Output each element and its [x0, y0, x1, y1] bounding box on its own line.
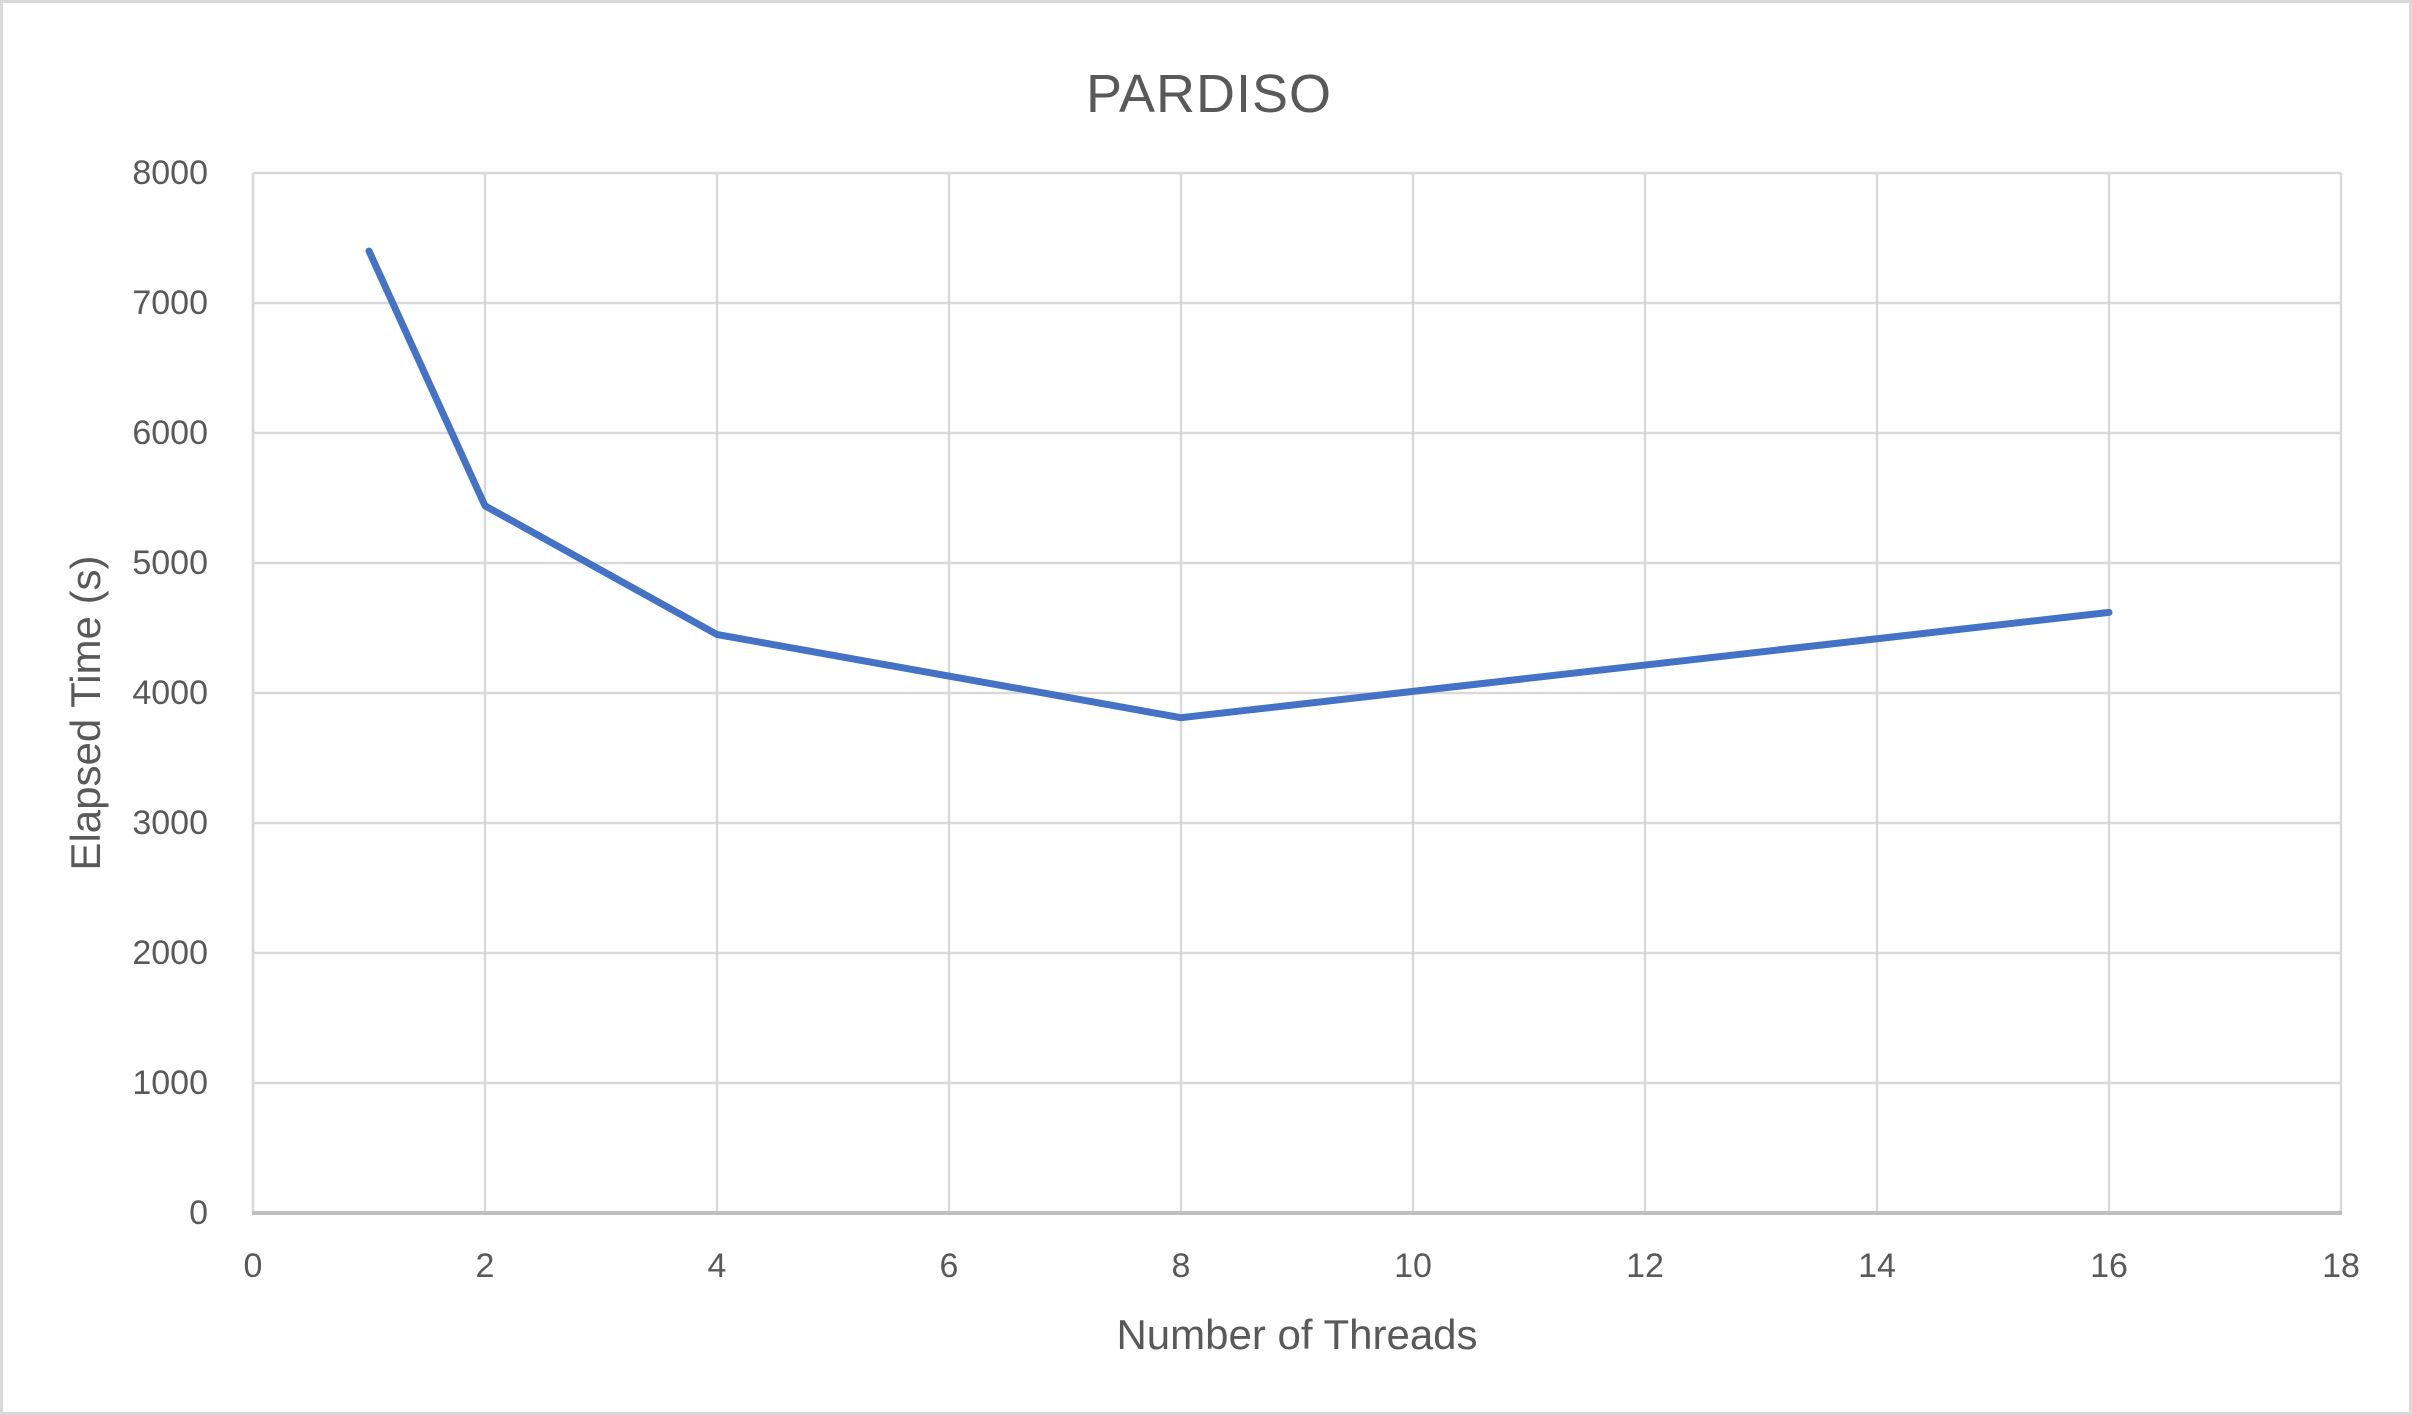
x-tick-label: 16 [2090, 1247, 2128, 1285]
y-tick-label: 5000 [132, 544, 208, 582]
y-tick-label: 3000 [132, 804, 208, 842]
chart-title: PARDISO [1085, 64, 1333, 124]
x-tick-label: 14 [1858, 1247, 1896, 1285]
x-tick-label: 18 [2322, 1247, 2360, 1285]
y-tick-label: 7000 [132, 284, 208, 322]
x-tick-label: 2 [475, 1247, 495, 1285]
x-axis-title: Number of Threads [1116, 1311, 1478, 1358]
y-tick-label: 4000 [132, 674, 208, 712]
plot-area [251, 171, 2343, 1215]
y-tick-label: 0 [189, 1194, 208, 1232]
y-tick-label: 8000 [132, 154, 208, 192]
y-tick-label: 1000 [132, 1064, 208, 1102]
x-tick-label: 8 [1171, 1247, 1191, 1285]
x-tick-label: 6 [939, 1247, 959, 1285]
x-tick-label: 12 [1626, 1247, 1664, 1285]
y-tick-label: 2000 [132, 934, 208, 972]
series-line [365, 247, 2113, 722]
x-tick-label: 4 [707, 1247, 727, 1285]
x-tick-label: 0 [243, 1247, 263, 1285]
y-tick-label: 6000 [132, 414, 208, 452]
x-tick-label: 10 [1394, 1247, 1432, 1285]
